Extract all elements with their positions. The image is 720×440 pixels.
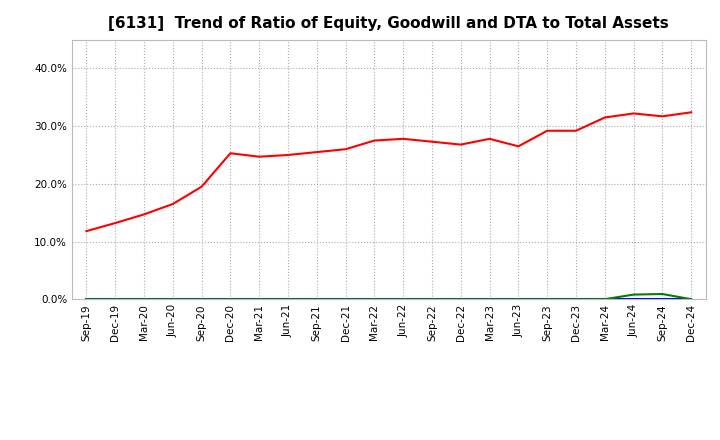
- Equity: [428, 139, 436, 144]
- Deferred Tax Assets: [111, 297, 120, 302]
- Line: Equity: Equity: [86, 112, 691, 231]
- Goodwill: [111, 297, 120, 302]
- Equity: [140, 212, 148, 217]
- Deferred Tax Assets: [543, 297, 552, 302]
- Equity: [572, 128, 580, 133]
- Deferred Tax Assets: [428, 297, 436, 302]
- Goodwill: [629, 297, 638, 302]
- Deferred Tax Assets: [687, 297, 696, 302]
- Goodwill: [82, 297, 91, 302]
- Goodwill: [284, 297, 292, 302]
- Equity: [341, 147, 350, 152]
- Goodwill: [687, 297, 696, 302]
- Equity: [82, 228, 91, 234]
- Deferred Tax Assets: [572, 297, 580, 302]
- Deferred Tax Assets: [629, 292, 638, 297]
- Equity: [168, 202, 177, 207]
- Equity: [514, 144, 523, 149]
- Deferred Tax Assets: [370, 297, 379, 302]
- Equity: [629, 111, 638, 116]
- Goodwill: [197, 297, 206, 302]
- Goodwill: [658, 297, 667, 302]
- Goodwill: [514, 297, 523, 302]
- Deferred Tax Assets: [658, 291, 667, 297]
- Deferred Tax Assets: [197, 297, 206, 302]
- Deferred Tax Assets: [82, 297, 91, 302]
- Equity: [687, 110, 696, 115]
- Equity: [226, 150, 235, 156]
- Deferred Tax Assets: [399, 297, 408, 302]
- Goodwill: [255, 297, 264, 302]
- Equity: [399, 136, 408, 142]
- Deferred Tax Assets: [312, 297, 321, 302]
- Equity: [255, 154, 264, 159]
- Goodwill: [600, 297, 609, 302]
- Deferred Tax Assets: [168, 297, 177, 302]
- Deferred Tax Assets: [255, 297, 264, 302]
- Equity: [312, 150, 321, 155]
- Equity: [600, 115, 609, 120]
- Deferred Tax Assets: [600, 297, 609, 302]
- Deferred Tax Assets: [341, 297, 350, 302]
- Deferred Tax Assets: [140, 297, 148, 302]
- Equity: [485, 136, 494, 142]
- Goodwill: [456, 297, 465, 302]
- Goodwill: [428, 297, 436, 302]
- Goodwill: [226, 297, 235, 302]
- Equity: [284, 152, 292, 158]
- Goodwill: [543, 297, 552, 302]
- Equity: [543, 128, 552, 133]
- Equity: [456, 142, 465, 147]
- Deferred Tax Assets: [514, 297, 523, 302]
- Equity: [370, 138, 379, 143]
- Goodwill: [370, 297, 379, 302]
- Goodwill: [485, 297, 494, 302]
- Goodwill: [312, 297, 321, 302]
- Title: [6131]  Trend of Ratio of Equity, Goodwill and DTA to Total Assets: [6131] Trend of Ratio of Equity, Goodwil…: [109, 16, 669, 32]
- Deferred Tax Assets: [456, 297, 465, 302]
- Equity: [111, 220, 120, 226]
- Line: Deferred Tax Assets: Deferred Tax Assets: [86, 294, 691, 299]
- Equity: [197, 184, 206, 189]
- Goodwill: [168, 297, 177, 302]
- Equity: [658, 114, 667, 119]
- Goodwill: [399, 297, 408, 302]
- Deferred Tax Assets: [226, 297, 235, 302]
- Goodwill: [140, 297, 148, 302]
- Goodwill: [341, 297, 350, 302]
- Deferred Tax Assets: [284, 297, 292, 302]
- Goodwill: [572, 297, 580, 302]
- Deferred Tax Assets: [485, 297, 494, 302]
